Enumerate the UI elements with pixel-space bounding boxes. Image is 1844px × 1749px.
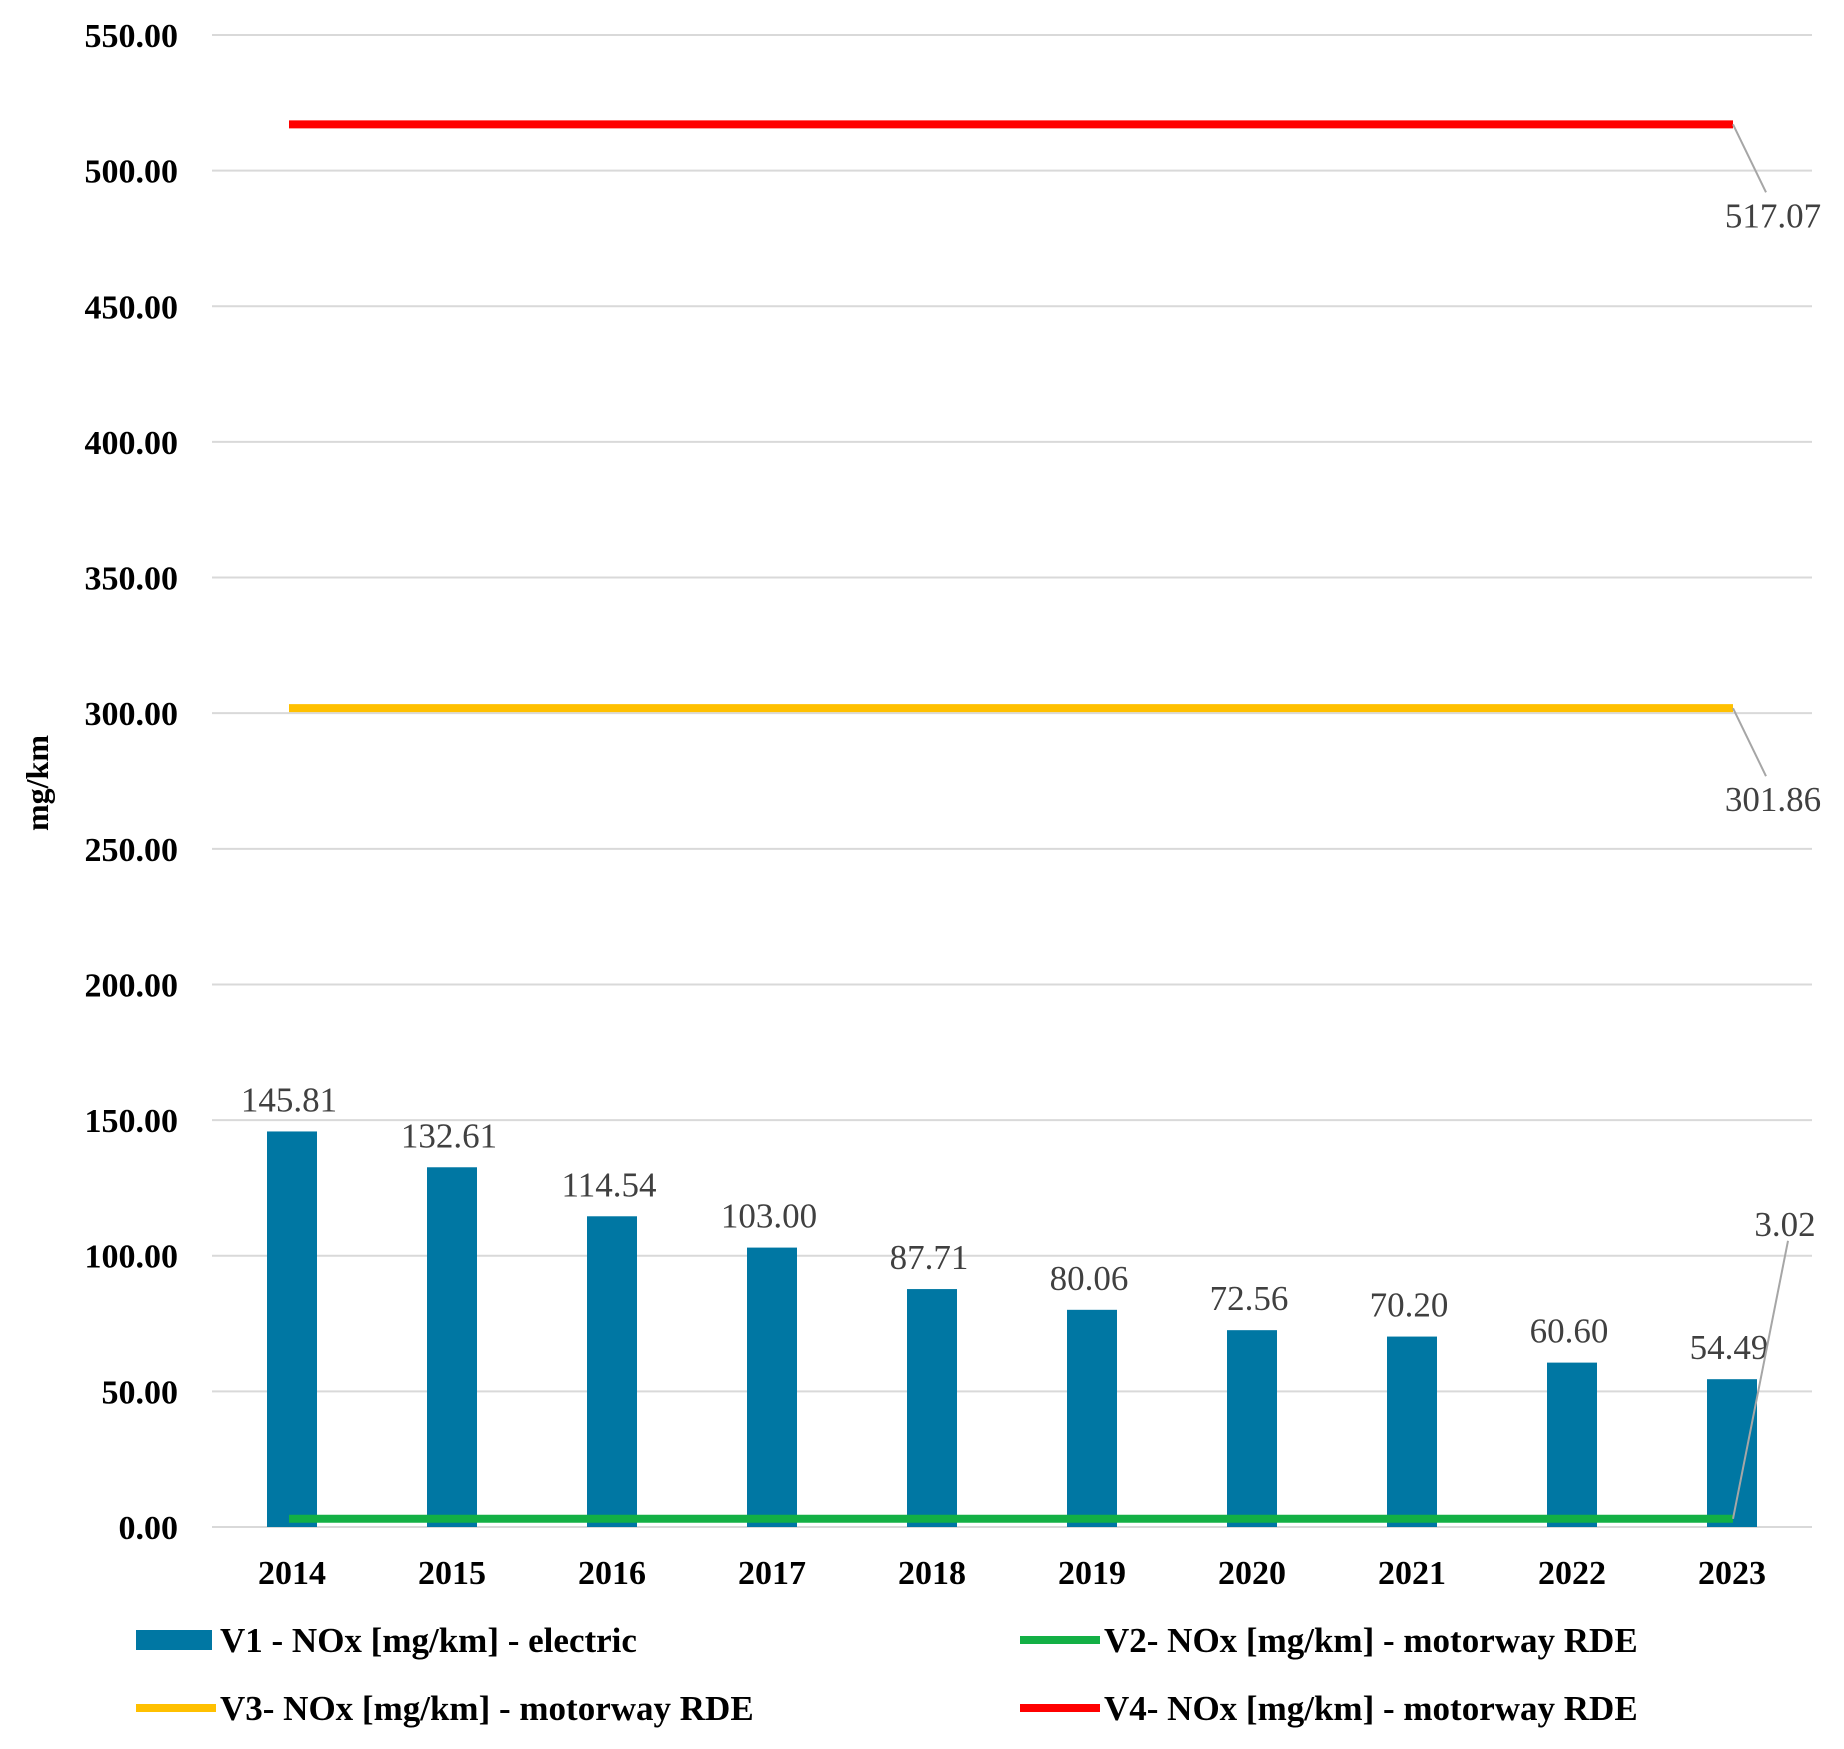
bar (1067, 1309, 1117, 1527)
bar-value-label: 145.81 (241, 1080, 337, 1119)
x-tick-label: 2018 (898, 1555, 966, 1592)
bar (427, 1167, 477, 1527)
line-series (289, 120, 1733, 1523)
y-tick-label: 100.00 (85, 1239, 179, 1276)
x-tick-label: 2023 (1698, 1555, 1766, 1592)
bar (1707, 1379, 1757, 1527)
line-end-label: 517.07 (1725, 196, 1821, 235)
legend-label: V3- NOx [mg/km] - motorway RDE (220, 1689, 754, 1728)
legend-item: V3- NOx [mg/km] - motorway RDE (136, 1689, 754, 1728)
bar-value-label: 87.71 (890, 1238, 969, 1277)
y-tick-label: 400.00 (85, 425, 179, 462)
leader-line (1732, 123, 1767, 193)
y-tick-label: 250.00 (85, 832, 179, 869)
legend-swatch (136, 1630, 212, 1650)
legend-item: V4- NOx [mg/km] - motorway RDE (1020, 1689, 1638, 1728)
bar (747, 1247, 797, 1527)
y-tick-label: 150.00 (85, 1103, 179, 1140)
y-axis-ticks: 0.00 50.00 100.00 150.00 200.00 250.00 300.00 3… (85, 18, 179, 1547)
y-tick-label: 200.00 (85, 967, 179, 1004)
x-tick-label: 2022 (1538, 1555, 1606, 1592)
bar-value-label: 54.49 (1690, 1328, 1769, 1367)
leader-line (1732, 707, 1767, 777)
bar-series (267, 1131, 1757, 1527)
gridlines (212, 34, 1812, 1528)
y-tick-label: 450.00 (85, 289, 179, 326)
x-tick-label: 2019 (1058, 1555, 1126, 1592)
bar (1387, 1336, 1437, 1527)
x-tick-label: 2016 (578, 1555, 646, 1592)
x-axis-ticks: 2014 2015 2016 2017 2018 2019 2020 2021 2022 2023 (258, 1555, 1766, 1592)
legend-label: V4- NOx [mg/km] - motorway RDE (1104, 1689, 1638, 1728)
y-tick-label: 50.00 (102, 1374, 179, 1411)
y-tick-label: 300.00 (85, 696, 179, 733)
x-tick-label: 2015 (418, 1555, 486, 1592)
bar (1227, 1330, 1277, 1527)
bar-value-label: 60.60 (1530, 1312, 1609, 1351)
bar-value-label: 132.61 (401, 1116, 497, 1155)
bar-value-label: 70.20 (1370, 1286, 1449, 1325)
y-tick-label: 0.00 (119, 1510, 179, 1547)
bar (267, 1131, 317, 1527)
y-tick-label: 350.00 (85, 561, 179, 598)
legend: V1 - NOx [mg/km] - electric V2- NOx [mg/k… (136, 1621, 1638, 1728)
bar-value-label: 103.00 (721, 1197, 817, 1236)
bar-value-label: 80.06 (1050, 1259, 1129, 1298)
bar (1547, 1362, 1597, 1527)
data-labels: 145.81 132.61 114.54 103.00 87.71 80.06 72.56 7… (241, 123, 1821, 1520)
bar (907, 1289, 957, 1527)
legend-label: V1 - NOx [mg/km] - electric (220, 1621, 637, 1660)
line-end-label: 301.86 (1725, 780, 1821, 819)
legend-item: V1 - NOx [mg/km] - electric (136, 1621, 637, 1660)
legend-label: V2- NOx [mg/km] - motorway RDE (1104, 1621, 1638, 1660)
bar (587, 1216, 637, 1527)
y-axis-label: mg/km (19, 735, 55, 831)
x-tick-label: 2020 (1218, 1555, 1286, 1592)
line-end-label: 3.02 (1754, 1205, 1815, 1244)
y-tick-label: 500.00 (85, 154, 179, 191)
legend-item: V2- NOx [mg/km] - motorway RDE (1020, 1621, 1638, 1660)
x-tick-label: 2017 (738, 1555, 806, 1592)
y-tick-label: 550.00 (85, 18, 179, 55)
bar-value-label: 114.54 (562, 1165, 657, 1204)
leader-line (1732, 1240, 1789, 1520)
x-tick-label: 2021 (1378, 1555, 1446, 1592)
x-tick-label: 2014 (258, 1555, 326, 1592)
bar-value-label: 72.56 (1210, 1279, 1289, 1318)
